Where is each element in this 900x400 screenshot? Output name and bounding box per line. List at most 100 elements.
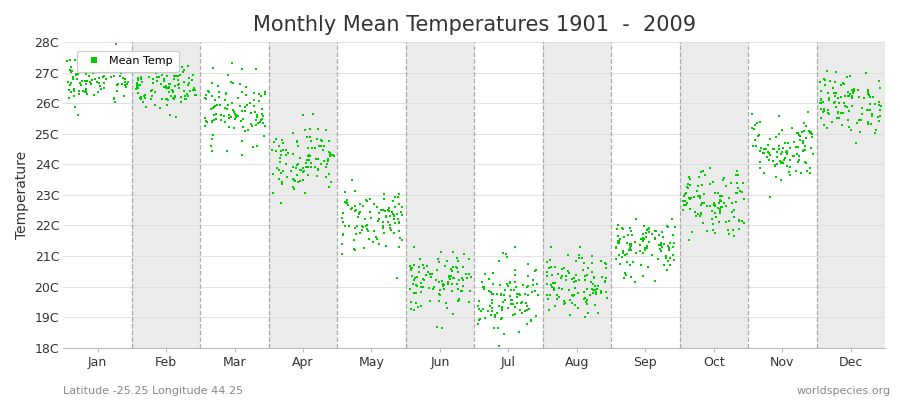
Point — [499, 287, 513, 293]
Point — [300, 134, 314, 140]
Point — [561, 268, 575, 274]
Point — [164, 93, 178, 99]
Point — [678, 191, 692, 198]
Point — [441, 279, 455, 286]
Point — [551, 271, 565, 277]
Point — [797, 159, 812, 165]
Point — [707, 202, 722, 208]
Point — [821, 110, 835, 116]
Point — [372, 216, 386, 222]
Point — [118, 76, 132, 82]
Point — [610, 240, 625, 246]
Point — [648, 236, 662, 243]
Point — [768, 163, 782, 170]
Point — [160, 73, 175, 80]
Point — [433, 287, 447, 293]
Point — [765, 146, 779, 152]
Point — [575, 254, 590, 261]
Point — [138, 95, 152, 101]
Point — [694, 202, 708, 208]
Point — [796, 138, 810, 144]
Point — [463, 288, 477, 294]
Point — [690, 183, 705, 190]
Point — [213, 112, 228, 118]
Point — [437, 262, 452, 269]
Point — [445, 273, 459, 279]
Point — [293, 167, 308, 173]
Point — [138, 92, 152, 98]
Point — [390, 275, 404, 281]
Point — [521, 273, 535, 280]
Point — [445, 281, 459, 287]
Point — [730, 190, 744, 196]
Point — [449, 264, 464, 270]
Point — [837, 100, 851, 106]
Point — [303, 134, 318, 140]
Point — [118, 82, 132, 88]
Point — [600, 294, 615, 301]
Point — [308, 145, 322, 152]
Point — [834, 110, 849, 116]
Point — [711, 204, 725, 211]
Point — [656, 234, 670, 240]
Point — [266, 171, 280, 177]
Point — [502, 279, 517, 285]
Point — [657, 262, 671, 268]
Point — [694, 168, 708, 175]
Point — [298, 127, 312, 134]
Point — [611, 232, 625, 239]
Point — [164, 67, 178, 73]
Point — [77, 88, 92, 95]
Point — [633, 242, 647, 248]
Point — [816, 122, 831, 128]
Point — [134, 93, 148, 100]
Point — [767, 146, 781, 152]
Point — [183, 88, 197, 94]
Point — [347, 188, 362, 195]
Point — [120, 81, 134, 87]
Point — [172, 64, 186, 71]
Point — [267, 139, 282, 146]
Point — [370, 204, 384, 210]
Point — [504, 286, 518, 293]
Point — [241, 127, 256, 133]
Bar — [611, 42, 680, 348]
Point — [485, 291, 500, 298]
Point — [256, 113, 270, 119]
Point — [624, 274, 638, 280]
Point — [774, 148, 788, 155]
Point — [422, 285, 436, 292]
Point — [274, 148, 289, 154]
Point — [745, 142, 760, 149]
Point — [67, 74, 81, 81]
Point — [836, 80, 850, 86]
Point — [272, 176, 286, 182]
Point — [762, 194, 777, 200]
Point — [204, 143, 219, 150]
Point — [417, 265, 431, 272]
Point — [793, 133, 807, 139]
Point — [350, 222, 365, 229]
Point — [227, 109, 241, 115]
Point — [247, 102, 261, 109]
Point — [757, 146, 771, 152]
Point — [557, 265, 572, 271]
Point — [205, 148, 220, 154]
Point — [640, 245, 654, 252]
Point — [634, 262, 649, 269]
Point — [292, 167, 307, 174]
Point — [821, 107, 835, 114]
Point — [571, 305, 585, 312]
Point — [186, 72, 201, 78]
Point — [747, 126, 761, 132]
Point — [434, 248, 448, 255]
Point — [407, 244, 421, 250]
Point — [347, 202, 362, 209]
Point — [471, 303, 485, 310]
Point — [71, 63, 86, 69]
Point — [290, 161, 304, 168]
Point — [212, 89, 226, 96]
Point — [101, 56, 115, 63]
Point — [119, 84, 133, 90]
Point — [255, 115, 269, 122]
